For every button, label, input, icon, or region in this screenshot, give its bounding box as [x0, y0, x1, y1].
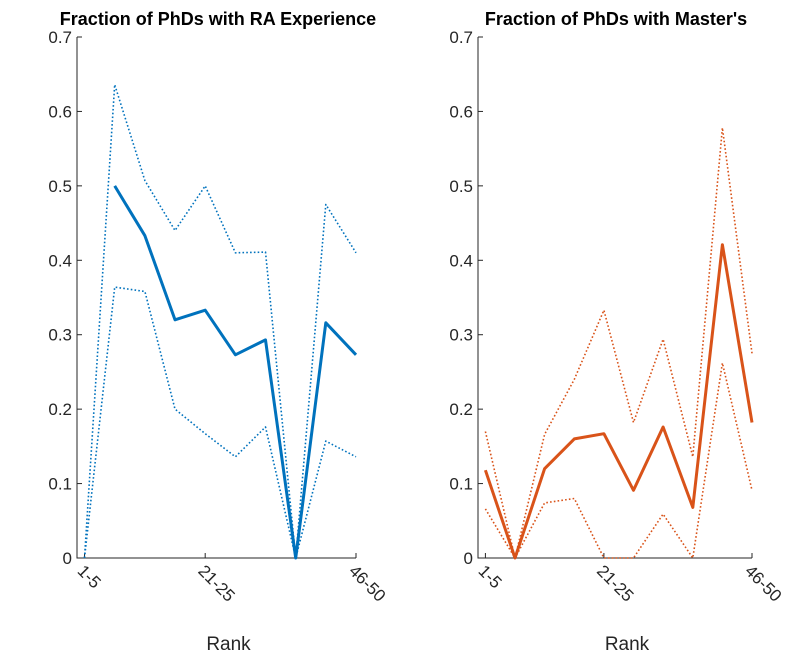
x-tick-label: 46-50: [345, 561, 389, 605]
y-tick-label: 0.1: [48, 475, 72, 494]
y-tick-label: 0.1: [449, 475, 473, 494]
series-bound-2-line: [83, 286, 357, 559]
y-tick-label: 0.6: [449, 102, 473, 121]
y-tick-label: 0.4: [449, 251, 473, 270]
y-tick-label: 0: [63, 549, 72, 568]
x-tick-label: 21-25: [194, 561, 238, 605]
x-tick-label: 1-5: [475, 561, 506, 592]
x-tick-label: 46-50: [741, 561, 785, 605]
y-tick-label: 0: [464, 549, 473, 568]
chart-title: Fraction of PhDs with RA Experience: [60, 9, 376, 29]
x-tick-label: 21-25: [593, 561, 637, 605]
series-bound-1-line: [83, 83, 357, 559]
chart-panel-2: Fraction of PhDs with Master's 0 0.1 0.2 0.3…: [449, 9, 785, 655]
y-tick-label: 0.3: [449, 326, 473, 345]
series-bound-1-line: [484, 127, 753, 559]
x-tick-label: 1-5: [74, 561, 105, 592]
series-path: [83, 83, 357, 559]
axis-lines: [76, 37, 356, 559]
chart-panel-1: Fraction of PhDs with RA Experience 0 0.1 0…: [48, 9, 389, 655]
y-tick-label: 0.3: [48, 326, 72, 345]
y-tick-label: 0.2: [48, 400, 72, 419]
y-tick-label: 0.5: [449, 177, 473, 196]
series-mean-line: [483, 243, 754, 560]
series-bound-2-line: [484, 362, 753, 559]
y-tick-label: 0.7: [449, 28, 473, 47]
chart-title: Fraction of PhDs with Master's: [485, 9, 747, 29]
series-path: [483, 243, 754, 560]
y-tick-label: 0.4: [48, 251, 72, 270]
x-axis-label: Rank: [206, 634, 251, 655]
series-path: [113, 185, 358, 560]
y-tick-label: 0.2: [449, 400, 473, 419]
axis-lines: [477, 37, 752, 559]
series-mean-line: [113, 185, 358, 560]
series-path: [484, 127, 753, 559]
y-tick-label: 0.6: [48, 102, 72, 121]
series-path: [484, 362, 753, 559]
x-axis-label: Rank: [605, 634, 650, 655]
series-path: [83, 286, 357, 559]
y-tick-label: 0.7: [48, 28, 72, 47]
y-tick-label: 0.5: [48, 177, 72, 196]
